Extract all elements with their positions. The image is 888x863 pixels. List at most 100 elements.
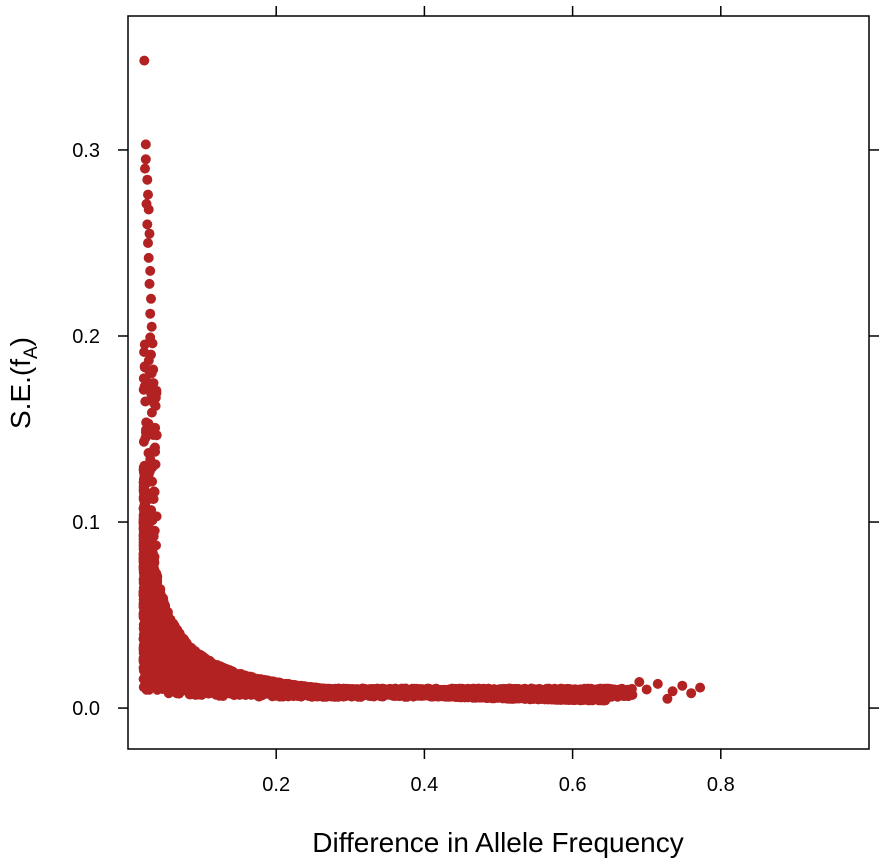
axis-ticks	[118, 6, 879, 759]
plot-frame	[127, 15, 870, 750]
data-point	[652, 678, 663, 689]
data-point	[480, 692, 491, 703]
data-point	[146, 349, 156, 360]
data-point	[520, 693, 531, 704]
data-point	[146, 407, 157, 418]
data-point	[151, 540, 161, 551]
data-point	[145, 265, 156, 276]
data-point	[182, 639, 193, 650]
data-point	[188, 687, 199, 698]
data-point	[140, 396, 151, 407]
x-tick-label: 0.6	[559, 774, 587, 796]
data-point	[143, 664, 154, 675]
data-point	[317, 684, 328, 695]
data-point	[500, 693, 511, 704]
data-point	[148, 378, 159, 389]
data-point	[139, 480, 150, 491]
data-point	[196, 684, 207, 695]
data-point	[241, 672, 252, 683]
data-point	[618, 691, 629, 701]
data-point	[441, 691, 452, 702]
data-point	[584, 694, 595, 705]
data-point	[470, 684, 481, 695]
data-point	[490, 692, 501, 703]
data-point	[695, 682, 706, 693]
data-point	[160, 606, 171, 617]
data-point	[225, 667, 236, 678]
data-point	[139, 55, 150, 66]
data-point	[146, 321, 157, 332]
axis-tick-labels: 0.2 0.4 0.6 0.8 0.0 0.1 0.2 0.3	[72, 140, 735, 796]
data-point	[145, 308, 156, 319]
data-point	[214, 681, 225, 692]
data-point	[374, 688, 385, 699]
x-axis-title: Difference in Allele Frequency	[312, 827, 683, 858]
data-point	[176, 657, 187, 668]
data-point	[456, 691, 467, 702]
data-point	[143, 189, 153, 200]
data-point	[168, 679, 179, 690]
data-point	[142, 562, 153, 573]
y-axis-title-subscript: A	[21, 346, 42, 359]
data-point	[149, 486, 160, 497]
data-point	[333, 684, 344, 695]
data-point	[342, 686, 353, 697]
data-point	[549, 694, 560, 705]
data-point	[297, 681, 308, 692]
y-tick-label: 0.1	[72, 512, 100, 534]
data-point	[662, 693, 673, 704]
y-axis-title-main: S.E.(f	[5, 359, 36, 429]
data-point	[141, 653, 152, 664]
data-point	[533, 694, 544, 705]
data-point	[359, 687, 369, 698]
data-point	[151, 595, 162, 606]
data-point	[140, 154, 151, 165]
data-point	[156, 682, 167, 692]
data-point	[236, 682, 247, 693]
data-point	[147, 635, 157, 646]
data-point	[183, 673, 194, 684]
y-tick-label: 0.0	[72, 698, 100, 720]
data-point	[575, 684, 586, 695]
data-point	[275, 679, 285, 690]
data-point	[144, 683, 155, 694]
data-point	[142, 174, 153, 185]
data-point	[285, 681, 296, 692]
data-point	[147, 515, 158, 526]
data-point	[142, 219, 153, 230]
data-point	[140, 521, 151, 532]
y-axis-title-close: )	[5, 337, 36, 346]
data-point	[667, 686, 678, 697]
data-point	[528, 685, 539, 696]
data-point	[145, 572, 156, 583]
data-point	[147, 462, 158, 473]
data-point	[139, 460, 150, 471]
data-point	[142, 421, 153, 432]
data-point	[147, 476, 158, 487]
data-point	[307, 683, 318, 694]
data-point	[147, 338, 158, 349]
data-point	[147, 604, 158, 615]
data-point	[140, 380, 151, 391]
data-point	[417, 690, 428, 701]
data-points	[138, 55, 706, 706]
data-point	[140, 163, 150, 174]
data-point	[158, 641, 169, 652]
data-point	[143, 448, 154, 458]
data-point	[386, 688, 397, 699]
data-point	[597, 695, 608, 706]
data-point	[603, 683, 613, 694]
data-point	[144, 278, 155, 289]
x-tick-label: 0.4	[410, 774, 438, 796]
data-point	[189, 648, 200, 659]
data-point	[139, 542, 150, 553]
data-point	[148, 364, 159, 375]
data-point	[251, 690, 262, 701]
data-point	[477, 683, 488, 694]
data-point	[143, 238, 153, 248]
data-point	[255, 675, 266, 686]
data-point	[142, 550, 153, 561]
data-point	[686, 688, 697, 699]
data-point	[677, 680, 688, 691]
